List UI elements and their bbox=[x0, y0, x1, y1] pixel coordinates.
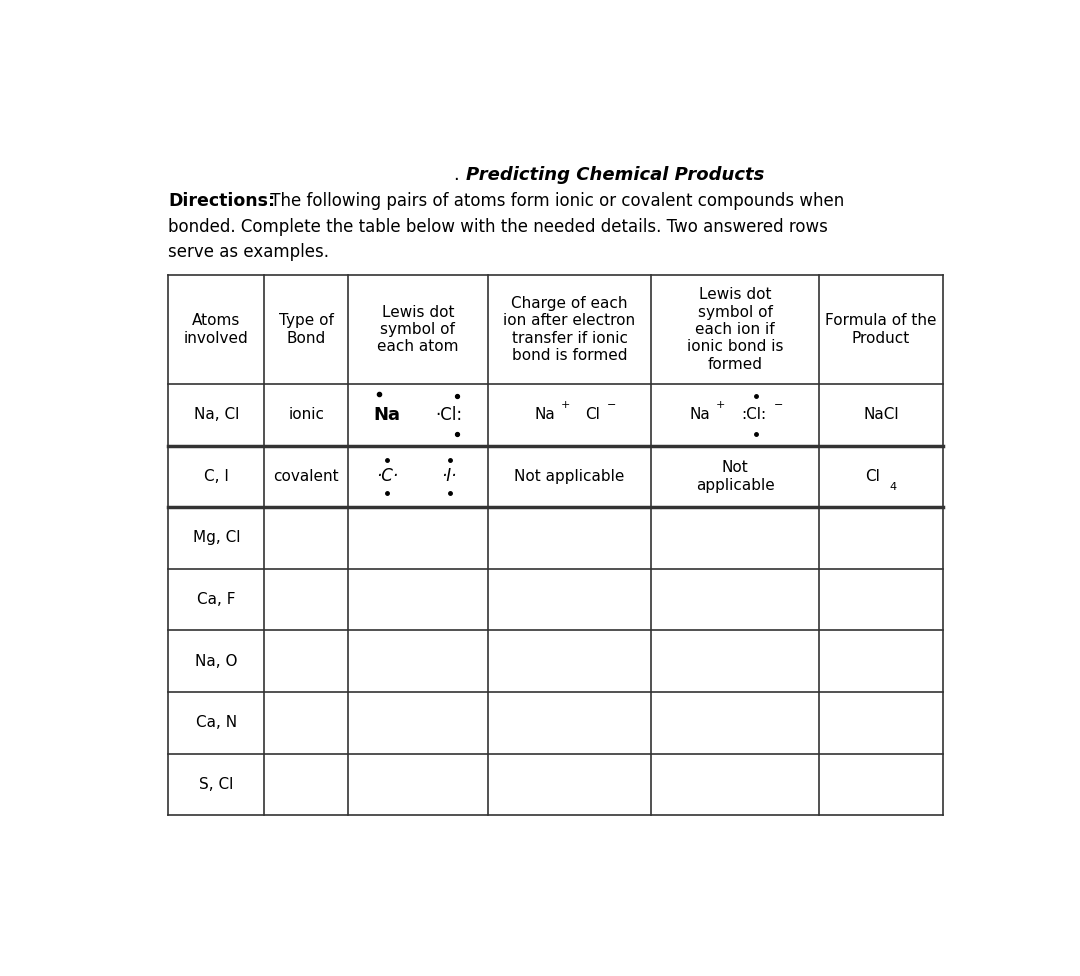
Text: Ca, F: Ca, F bbox=[198, 592, 235, 607]
Text: −: − bbox=[774, 400, 783, 410]
Text: Formula of the
Product: Formula of the Product bbox=[825, 313, 936, 346]
Text: Not
applicable: Not applicable bbox=[696, 460, 774, 493]
Text: ·Cl:: ·Cl: bbox=[435, 406, 462, 424]
Text: +: + bbox=[561, 400, 570, 410]
Text: Ca, N: Ca, N bbox=[195, 715, 237, 730]
Text: Cl: Cl bbox=[865, 468, 880, 484]
Text: Na: Na bbox=[690, 407, 711, 423]
Text: −: − bbox=[607, 400, 616, 410]
Text: Charge of each
ion after electron
transfer if ionic
bond is formed: Charge of each ion after electron transf… bbox=[503, 296, 636, 363]
Text: :Cl:: :Cl: bbox=[741, 407, 766, 423]
Text: 4: 4 bbox=[890, 482, 897, 492]
Text: Na: Na bbox=[374, 406, 401, 424]
Text: Not applicable: Not applicable bbox=[514, 468, 624, 484]
Text: .: . bbox=[454, 166, 465, 183]
Text: Na: Na bbox=[535, 407, 555, 423]
Text: ionic: ionic bbox=[288, 407, 324, 423]
Text: Na, Cl: Na, Cl bbox=[193, 407, 239, 423]
Text: C, I: C, I bbox=[204, 468, 229, 484]
Text: The following pairs of atoms form ionic or covalent compounds when: The following pairs of atoms form ionic … bbox=[265, 192, 843, 210]
Text: Type of
Bond: Type of Bond bbox=[279, 313, 334, 346]
Text: Lewis dot
symbol of
each atom: Lewis dot symbol of each atom bbox=[377, 305, 459, 354]
Text: serve as examples.: serve as examples. bbox=[168, 243, 329, 262]
Text: Directions:: Directions: bbox=[168, 192, 275, 210]
Text: NaCl: NaCl bbox=[863, 407, 899, 423]
Text: covalent: covalent bbox=[273, 468, 339, 484]
Text: Mg, Cl: Mg, Cl bbox=[192, 531, 240, 546]
Text: Cl: Cl bbox=[585, 407, 600, 423]
Text: S, Cl: S, Cl bbox=[199, 777, 233, 792]
Text: ·C·: ·C· bbox=[376, 468, 399, 485]
Text: Lewis dot
symbol of
each ion if
ionic bond is
formed: Lewis dot symbol of each ion if ionic bo… bbox=[687, 287, 783, 372]
Text: bonded. Complete the table below with the needed details. Two answered rows: bonded. Complete the table below with th… bbox=[168, 218, 828, 236]
Text: +: + bbox=[716, 400, 726, 410]
Text: ·I·: ·I· bbox=[441, 468, 457, 485]
Text: Predicting Chemical Products: Predicting Chemical Products bbox=[465, 166, 764, 183]
Text: Atoms
involved: Atoms involved bbox=[184, 313, 248, 346]
Text: Na, O: Na, O bbox=[195, 654, 238, 669]
